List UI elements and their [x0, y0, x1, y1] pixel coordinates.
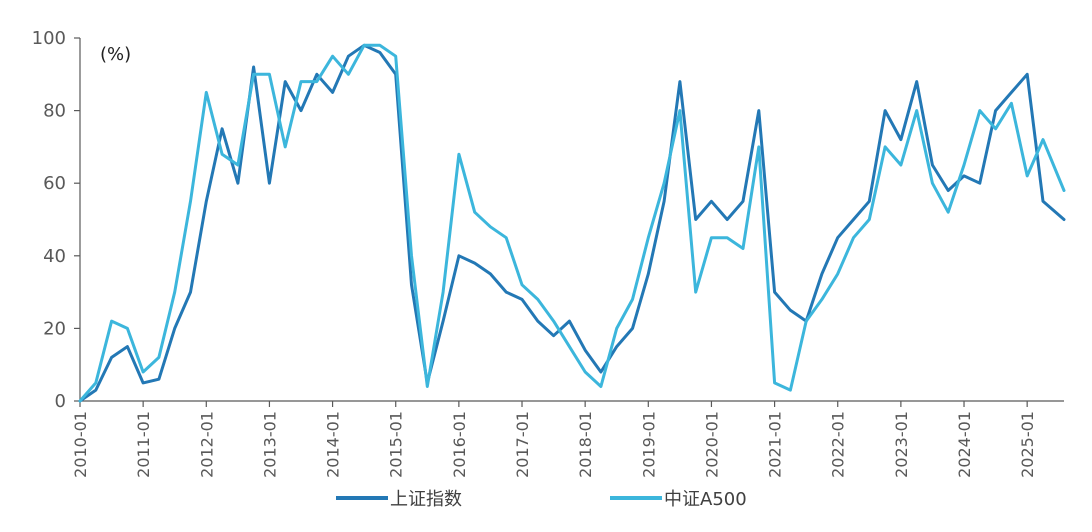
y-axis: 0 20 40 60 80 100: [32, 28, 81, 412]
y-tick-label: 40: [43, 246, 66, 267]
legend-label-1: 上证指数: [390, 489, 462, 510]
x-tick-label: 2025-01: [1018, 411, 1037, 478]
y-tick-label: 60: [43, 173, 66, 194]
legend: 上证指数 中证A500: [336, 489, 747, 510]
y-tick-label: 0: [55, 391, 66, 412]
x-tick-label: 2018-01: [576, 411, 595, 478]
legend-label-2: 中证A500: [664, 489, 747, 510]
x-tick-label: 2013-01: [260, 411, 279, 478]
y-tick-label: 100: [32, 28, 66, 49]
x-tick-label: 2012-01: [197, 411, 216, 478]
x-tick-label: 2016-01: [450, 411, 469, 478]
x-tick-label: 2024-01: [955, 411, 974, 478]
series-line-1: [78, 43, 1066, 403]
x-tick-label: 2023-01: [892, 411, 911, 478]
x-tick-label: 2017-01: [513, 411, 532, 478]
series-line-2: [78, 43, 1066, 403]
y-tick-label: 80: [43, 101, 66, 122]
x-tick-label: 2020-01: [702, 411, 721, 478]
unit-label: (%): [100, 44, 131, 65]
x-tick-label: 2015-01: [387, 411, 406, 478]
x-tick-label: 2010-01: [71, 411, 90, 478]
x-axis: 2010-01 2011-01 2012-01 2013-01 2014-01 2015-…: [71, 400, 1064, 478]
series-layer: [78, 43, 1066, 403]
x-tick-label: 2019-01: [639, 411, 658, 478]
x-tick-label: 2011-01: [134, 411, 153, 478]
y-tick-label: 20: [43, 318, 66, 339]
x-tick-label: 2022-01: [829, 411, 848, 478]
x-tick-label: 2021-01: [766, 411, 785, 478]
x-tick-label: 2014-01: [324, 411, 343, 478]
